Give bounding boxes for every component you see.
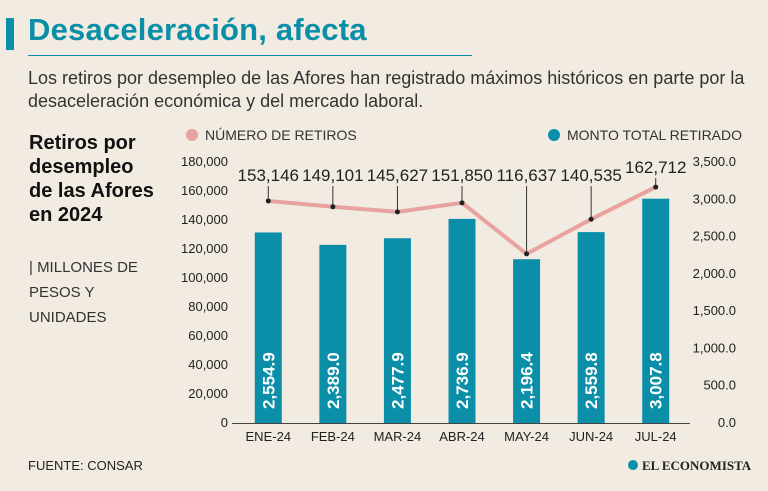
right-axis-tick: 0.0: [718, 415, 736, 430]
right-axis-tick: 2,000.0: [693, 266, 736, 281]
left-axis-tick: 0: [221, 415, 228, 430]
left-axis-tick: 100,000: [181, 270, 228, 285]
right-axis-tick: 3,500.0: [693, 154, 736, 169]
subtitle: Los retiros por desempleo de las Afores …: [28, 68, 745, 111]
left-axis-tick: 60,000: [188, 328, 228, 343]
bar-value-label: 2,389.0: [324, 352, 343, 409]
bar-value-label: 2,196.4: [518, 352, 537, 409]
line-point-label: 116,637: [496, 166, 556, 185]
right-axis-tick: 1,500.0: [693, 303, 736, 318]
bar-monto: [319, 244, 347, 423]
x-axis-tick: ENE-24: [246, 429, 292, 444]
legend-label-monto: MONTO TOTAL RETIRADO: [567, 127, 742, 143]
bar-value-label: 2,736.9: [453, 352, 472, 409]
left-axis-tick: 160,000: [181, 183, 228, 198]
bar-value-label: 2,554.9: [259, 352, 278, 409]
line-point-label: 149,101: [302, 166, 363, 185]
right-axis-tick: 1,000.0: [693, 340, 736, 355]
legend-marker-monto: [548, 129, 560, 141]
x-axis-tick: MAY-24: [504, 429, 549, 444]
line-point: [265, 198, 271, 204]
legend-label-retiros: NÚMERO DE RETIROS: [205, 127, 357, 143]
line-point: [459, 200, 465, 206]
left-axis-tick: 120,000: [181, 241, 228, 256]
x-axis-tick: JUN-24: [569, 429, 613, 444]
legend-marker-retiros: [186, 129, 198, 141]
left-axis-tick: 20,000: [188, 386, 228, 401]
x-axis-tick: FEB-24: [311, 429, 355, 444]
bar-monto: [383, 238, 411, 423]
bar-monto: [513, 259, 541, 423]
bar-value-label: 3,007.8: [647, 352, 666, 409]
line-point: [588, 216, 594, 222]
bar-monto: [577, 232, 605, 423]
bar-value-label: 2,559.8: [582, 352, 601, 409]
right-axis-tick: 3,000.0: [693, 191, 736, 206]
left-axis-tick: 40,000: [188, 357, 228, 372]
right-axis-tick: 2,500.0: [693, 229, 736, 244]
bar-monto: [642, 198, 670, 423]
page-title: Desaceleración, afecta: [28, 12, 367, 47]
chart-units-note: | MILLONES DE PESOS Y UNIDADES: [29, 259, 138, 326]
brand-globe-icon: [628, 460, 638, 470]
left-axis-tick: 80,000: [188, 299, 228, 314]
bar-monto: [254, 232, 282, 423]
x-axis-tick: MAR-24: [374, 429, 422, 444]
left-axis-tick: 140,000: [181, 212, 228, 227]
bar-value-label: 2,477.9: [388, 352, 407, 409]
x-axis-tick: ABR-24: [439, 429, 485, 444]
brand-name: EL ECONOMISTA: [642, 458, 752, 473]
line-point: [330, 204, 336, 210]
x-axis-tick: JUL-24: [635, 429, 677, 444]
line-point: [524, 251, 530, 257]
line-point-label: 140,535: [560, 166, 621, 185]
bar-monto: [448, 218, 476, 423]
right-axis-tick: 500.0: [703, 378, 736, 393]
title-divider: [28, 55, 472, 56]
line-point-label: 153,146: [238, 166, 299, 185]
line-point-label: 162,712: [625, 158, 686, 177]
line-point: [394, 209, 400, 215]
left-axis-tick: 180,000: [181, 154, 228, 169]
line-point-label: 151,850: [431, 166, 492, 185]
title-accent-bar: [6, 18, 14, 50]
chart-side-title: Retiros por desempleo de las Afores en 2…: [29, 132, 154, 226]
source-note: FUENTE: CONSAR: [28, 458, 143, 473]
line-point: [653, 184, 659, 190]
line-point-label: 145,627: [367, 166, 428, 185]
